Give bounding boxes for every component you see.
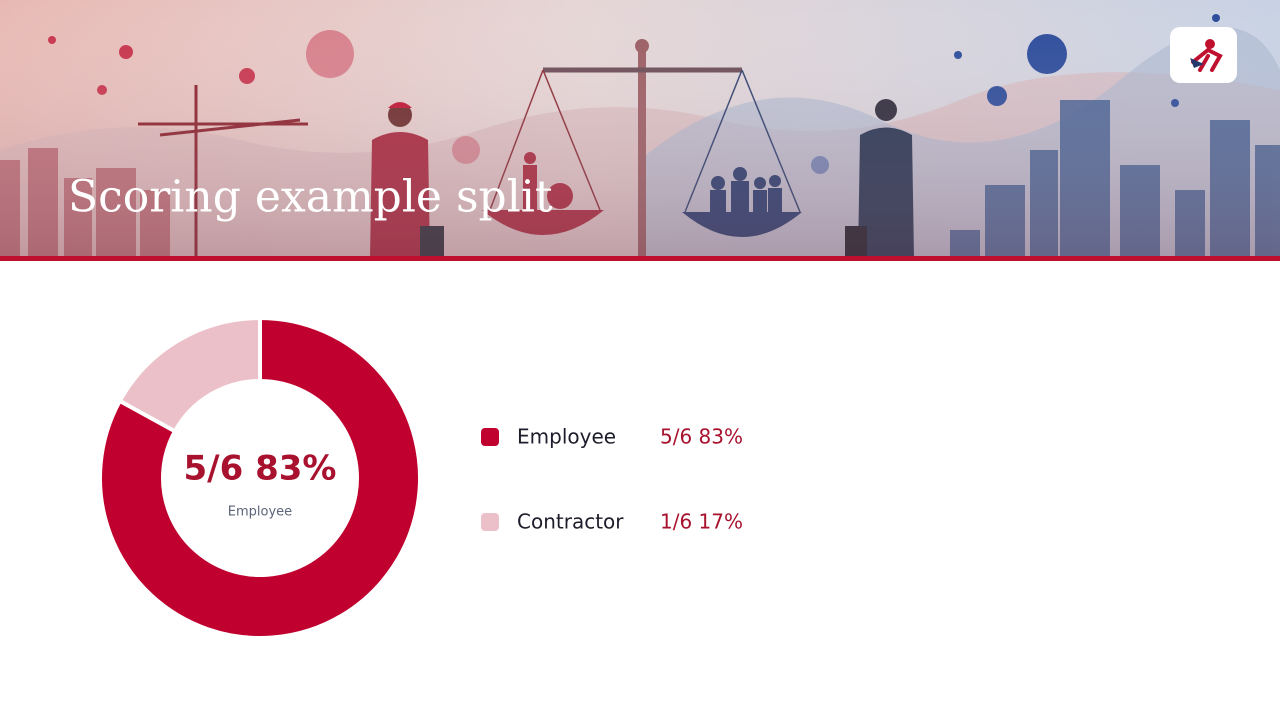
legend-swatch	[481, 428, 499, 446]
legend-value: 5/6 83%	[660, 425, 743, 449]
slide-title: Scoring example split	[68, 172, 553, 223]
center-label: Employee	[228, 505, 292, 520]
donut-chart: 5/6 83% Employee	[98, 315, 422, 640]
header-illustration	[0, 0, 1280, 261]
legend-swatch	[481, 513, 499, 531]
legend: Employee 5/6 83% Contractor 1/6 17%	[481, 425, 743, 534]
legend-label: Contractor	[517, 510, 624, 534]
logo[interactable]	[1170, 27, 1237, 83]
center-value: 5/6 83%	[184, 449, 337, 489]
donut-slice	[117, 315, 262, 434]
donut-slice	[98, 315, 422, 640]
legend-value: 1/6 17%	[660, 510, 743, 534]
legend-label: Employee	[517, 425, 616, 449]
